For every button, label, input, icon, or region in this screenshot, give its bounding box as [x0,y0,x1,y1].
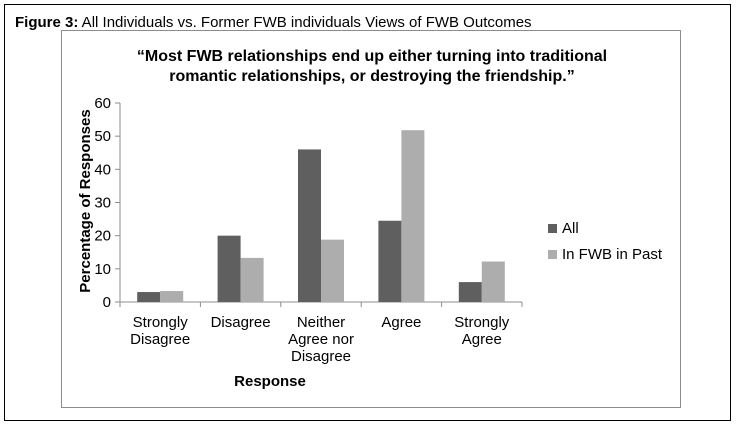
chart-area: “Most FWB relationships end up either tu… [61,30,681,408]
bar-in-fwb-in-past [240,257,264,302]
legend-swatch [548,224,557,233]
bar-all [217,235,241,302]
y-tick-label: 0 [103,294,111,311]
figure-caption-text: All Individuals vs. Former FWB individua… [78,14,532,31]
y-tick-label: 40 [94,161,111,178]
legend: All In FWB in Past [548,220,663,263]
x-axis-title: Response [234,373,306,390]
x-category-label: Neither [297,314,345,331]
y-tick-label: 60 [94,95,111,112]
x-category-label: Agree nor [288,331,354,348]
legend-swatch [548,250,557,259]
x-category-label: Disagree [211,314,271,331]
bar-all [298,149,321,302]
y-tick-label: 30 [94,195,111,212]
bar-all [458,282,482,302]
bar-in-fwb-in-past [160,291,184,302]
legend-label: In FWB in Past [562,246,663,263]
bar-chart: “Most FWB relationships end up either tu… [77,48,663,390]
x-category-label: Strongly [454,314,510,331]
x-category-label: Agree [381,314,421,331]
x-category-label: Disagree [291,348,351,365]
x-category-label: Disagree [130,331,190,348]
legend-label: All [562,220,579,237]
bar-all [378,220,402,302]
figure-label: Figure 3: [15,14,79,31]
x-category-label: Agree [462,331,502,348]
bar-in-fwb-in-past [481,261,505,302]
bar-all [137,292,161,302]
y-tick-label: 20 [94,228,111,245]
figure-caption: Figure 3: All Individuals vs. Former FWB… [15,14,532,31]
chart-title-line2: romantic relationships, or destroying th… [169,68,574,85]
y-tick-label: 50 [94,128,111,145]
figure-frame: Figure 3: All Individuals vs. Former FWB… [4,4,731,421]
bar-in-fwb-in-past [321,239,344,302]
y-axis-title: Percentage of Responses [77,109,94,292]
chart-title-line1: “Most FWB relationships end up either tu… [137,48,607,65]
x-category-label: Strongly [133,314,189,331]
y-tick-label: 10 [94,261,111,278]
bar-in-fwb-in-past [401,130,425,302]
